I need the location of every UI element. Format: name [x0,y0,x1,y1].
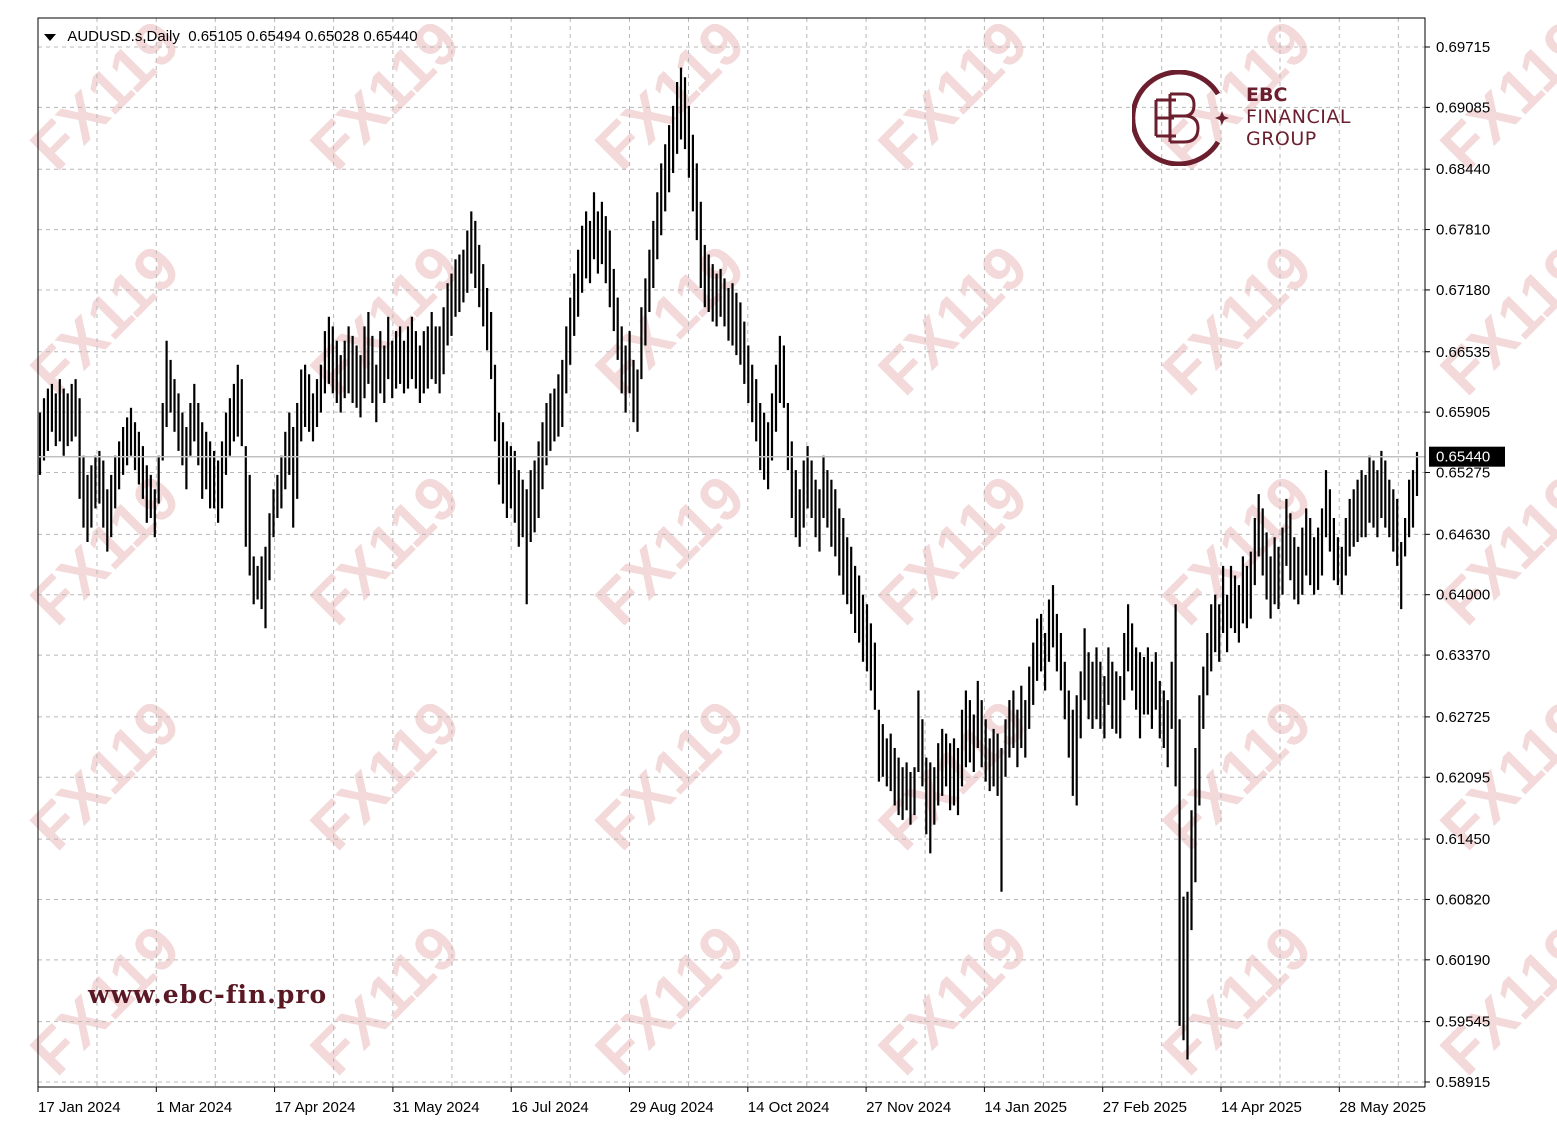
ebc-logo-text: EBC FINANCIAL GROUP [1246,84,1351,150]
watermark-text: FX119 [18,688,194,864]
y-tick-label: 0.68440 [1436,161,1490,178]
watermark-text: FX119 [583,8,759,184]
watermark-text: FX119 [866,233,1042,409]
watermark-text: FX119 [583,463,759,639]
ebc-logo [1130,69,1372,167]
x-tick-label: 14 Jan 2025 [984,1099,1067,1116]
watermark-text: FX119 [1150,913,1326,1089]
watermark-text: FX119 [583,913,759,1089]
current-price-label: 0.65440 [1429,446,1505,467]
logo-line-financial: FINANCIAL [1246,106,1351,128]
y-tick-label: 0.62725 [1436,709,1490,726]
watermark-text: FX119 [1428,8,1557,184]
watermark-text: FX119 [1428,463,1557,639]
watermark-text: FX119 [1428,913,1557,1089]
y-tick-label: 0.59545 [1436,1014,1490,1031]
y-tick-label: 0.60190 [1436,952,1490,969]
y-tick-label: 0.61450 [1436,831,1490,848]
watermark-text: FX119 [18,463,194,639]
watermark-text: FX119 [298,688,474,864]
y-tick-label: 0.64000 [1436,587,1490,604]
x-tick-label: 31 May 2024 [393,1099,480,1116]
x-tick-label: 28 May 2025 [1339,1099,1426,1116]
symbol-label: AUDUSD.s,Daily [67,28,180,45]
logo-line-ebc: EBC [1246,84,1288,106]
y-tick-label: 0.67810 [1436,222,1490,239]
x-tick-label: 27 Nov 2024 [866,1099,951,1116]
y-tick-label: 0.65905 [1436,404,1490,421]
watermark-text: FX119 [1428,233,1557,409]
y-tick-label: 0.66535 [1436,344,1490,361]
time-axis: 17 Jan 2024 1 Mar 2024 17 Apr 2024 31 May 2… [37,1087,1426,1116]
ebc-logo-mark-icon [1130,69,1229,167]
current-price-text: 0.65440 [1436,449,1490,466]
x-tick-label: 1 Mar 2024 [156,1099,232,1116]
watermark-text: FX119 [866,463,1042,639]
x-tick-label: 16 Jul 2024 [511,1099,589,1116]
watermark-text: FX119 [1150,233,1326,409]
logo-line-group: GROUP [1246,128,1317,150]
watermark-text: FX119 [866,8,1042,184]
x-tick-label: 14 Oct 2024 [748,1099,830,1116]
x-tick-label: 27 Feb 2025 [1103,1099,1187,1116]
y-tick-label: 0.65275 [1436,465,1490,482]
watermark-text: FX119 [583,688,759,864]
x-tick-label: 17 Jan 2024 [38,1099,121,1116]
y-tick-label: 0.62095 [1436,769,1490,786]
x-tick-label: 29 Aug 2024 [630,1099,714,1116]
collapse-triangle-icon[interactable] [44,33,56,41]
chart-header: AUDUSD.s,Daily 0.65105 0.65494 0.65028 0… [44,28,418,45]
x-tick-label: 14 Apr 2025 [1221,1099,1302,1116]
website-url: www.ebc-fin.pro [88,980,328,1009]
watermark-text: FX119 [298,463,474,639]
y-tick-label: 0.69085 [1436,99,1490,116]
watermark-text: FX119 [866,913,1042,1089]
ohlc-values: 0.65105 0.65494 0.65028 0.65440 [188,28,418,45]
y-tick-label: 0.64630 [1436,526,1490,543]
y-tick-label: 0.67180 [1436,282,1490,299]
price-axis: 0.69715 0.69085 0.68440 0.67810 0.67180 0.665… [1425,39,1490,1091]
x-tick-label: 17 Apr 2024 [275,1099,356,1116]
ohlc-bars [38,67,1419,1060]
plot-frame [37,17,1426,1088]
y-tick-label: 0.69715 [1436,39,1490,56]
y-tick-label: 0.63370 [1436,647,1490,664]
y-tick-label: 0.58915 [1436,1074,1490,1091]
y-tick-label: 0.60820 [1436,891,1490,908]
